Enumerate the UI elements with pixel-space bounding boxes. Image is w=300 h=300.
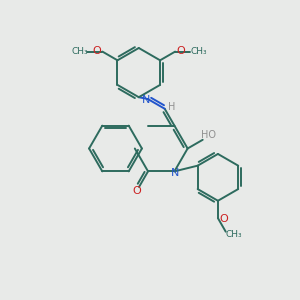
- Text: CH₃: CH₃: [72, 47, 88, 56]
- Text: H: H: [168, 102, 175, 112]
- Text: O: O: [220, 214, 228, 224]
- Text: N: N: [171, 168, 179, 178]
- Text: O: O: [92, 46, 101, 56]
- Text: HO: HO: [201, 130, 216, 140]
- Text: N: N: [142, 94, 151, 105]
- Text: CH₃: CH₃: [226, 230, 242, 239]
- Text: O: O: [132, 187, 141, 196]
- Text: CH₃: CH₃: [190, 47, 207, 56]
- Text: O: O: [177, 46, 185, 56]
